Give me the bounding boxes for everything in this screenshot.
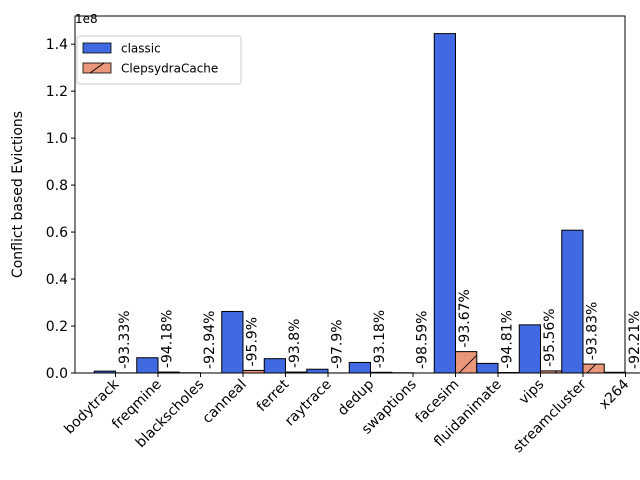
annotation-swaptions: -98.59%	[415, 311, 431, 369]
bar-hatch-facesim	[455, 351, 477, 373]
x-tick-label-x264: x264	[596, 376, 632, 412]
legend-swatch-classic	[82, 42, 112, 54]
bars	[93, 33, 640, 374]
y-axis: 0.0 0.2 0.4 0.6 0.8 1.0 1.2 1.4	[46, 37, 75, 382]
y-tick-label: 0.8	[46, 178, 68, 194]
y-tick-label: 1.2	[46, 84, 68, 100]
y-tick-label: 0.6	[46, 225, 68, 241]
x-tick-label-streamcluster: streamcluster	[510, 376, 590, 456]
bar-classic-freqmine	[136, 357, 159, 374]
bar-classic-vips	[518, 324, 541, 374]
legend-swatch-hatch	[89, 62, 105, 74]
annotation-blackscholes: -92.94%	[202, 311, 218, 369]
y-tick-label: 0.0	[46, 366, 68, 382]
y-tick-label: 1.0	[46, 131, 68, 147]
y-tick-label: 1.4	[46, 37, 68, 53]
legend-box	[76, 35, 242, 85]
legend-label-classic: classic	[121, 42, 161, 56]
y-tick-label: 0.4	[46, 272, 68, 288]
annotation-x264: -92.21%	[627, 311, 640, 369]
plot-frame	[74, 15, 626, 374]
bar-classic-ferret	[263, 358, 286, 374]
annotation-raytrace: -97.9%	[330, 319, 346, 369]
legend: classic ClepsydraCache	[76, 35, 242, 85]
annotation-facesim: -93.67%	[457, 289, 473, 347]
y-axis-label: Conflict based Evictions	[10, 111, 26, 278]
x-tick-label-vips: vips	[516, 377, 547, 408]
bar-classic-fluidanimate	[476, 362, 499, 374]
bar-classic-raytrace	[306, 368, 329, 374]
x-tick-label-bodytrack: bodytrack	[61, 376, 123, 438]
annotation-bodytrack: -93.33%	[117, 310, 133, 368]
annotation-canneal: -95.9%	[245, 317, 261, 367]
bar-classic-facesim	[433, 33, 456, 374]
bar-hatch-streamcluster	[583, 364, 605, 373]
y-multiplier-label: 1e8	[75, 12, 98, 26]
annotation-vips: -95.56%	[542, 308, 558, 366]
bar-classic-canneal	[221, 310, 244, 374]
x-tick-label-ferret: ferret	[254, 376, 293, 415]
annotation-dedup: -93.18%	[372, 310, 388, 368]
bar-classic-dedup	[348, 361, 371, 374]
x-tick-label-canneal: canneal	[200, 377, 250, 427]
annotation-freqmine: -94.18%	[160, 310, 176, 368]
bar-hatch-canneal	[243, 370, 265, 373]
x-tick-label-raytrace: raytrace	[282, 377, 335, 430]
annotation-ferret: -93.8%	[287, 319, 303, 369]
bar-annotations: -93.33% -94.18% -92.94% -95.9% -93.8% -97.9% -…	[117, 289, 640, 369]
bar-hatch-vips	[540, 370, 562, 373]
annotation-fluidanimate: -94.81%	[500, 310, 516, 368]
bar-classic-streamcluster	[561, 229, 584, 374]
y-tick-label: 0.2	[46, 319, 68, 335]
annotation-streamcluster: -93.83%	[585, 302, 601, 360]
legend-label-clepsydracache: ClepsydraCache	[121, 62, 218, 76]
